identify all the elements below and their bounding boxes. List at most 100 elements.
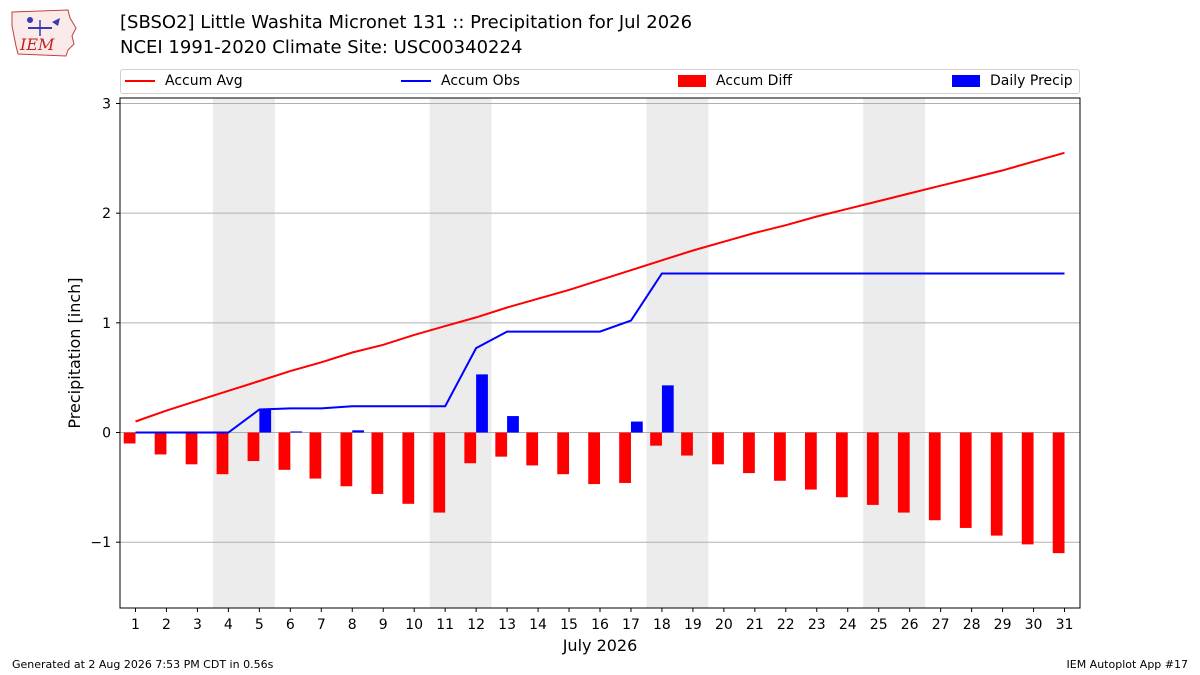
x-tick-label: 22 [777,617,795,633]
accum-diff-bar [805,432,817,490]
legend-item-accum-avg: Accum Avg [125,73,243,89]
accum-diff-bar [371,432,384,494]
accum-diff-bar [990,432,1003,536]
x-tick-label: 2 [162,617,171,633]
weekend-shade [212,98,275,608]
x-tick-label: 17 [622,617,640,633]
accum-diff-bar [619,432,631,483]
accum-avg-line [135,151,1065,423]
accum-diff-bar [743,432,755,474]
legend-label: Accum Diff [716,73,793,89]
chart-legend: Accum Avg Accum Obs Accum Diff Daily Pre… [120,69,1080,94]
y-axis-label: Precipitation [inch] [65,277,84,428]
x-tick-label: 6 [286,617,295,633]
y-tick-label: −1 [90,535,111,551]
x-tick-label: 1 [131,617,140,633]
legend-item-accum-obs: Accum Obs [401,73,520,89]
legend-label: Accum Obs [441,73,520,89]
weekend-shade [429,98,492,608]
accum-diff-bar [526,432,539,466]
accum-obs-line [135,272,1065,434]
y-tick-label: 1 [102,316,111,332]
x-tick-label: 20 [715,617,733,633]
y-tick-label: 3 [102,96,111,112]
x-tick-label: 23 [808,617,826,633]
y-tick-label: 2 [102,206,111,222]
daily-precip-bar [259,409,272,433]
accum-diff-bar [866,432,879,505]
legend-item-daily-precip: Daily Precip [952,73,1073,89]
accum-diff-bar [340,432,353,487]
x-tick-label: 8 [348,617,357,633]
x-tick-label: 5 [255,617,264,633]
x-tick-label: 10 [405,617,423,633]
x-tick-label: 16 [591,617,609,633]
legend-item-accum-diff: Accum Diff [678,73,792,89]
x-tick-label: 12 [467,617,485,633]
x-tick-label: 19 [684,617,702,633]
legend-label: Accum Avg [165,73,243,89]
x-tick-label: 26 [901,617,919,633]
accum-diff-bar [464,432,477,464]
chart-subtitle: NCEI 1991-2020 Climate Site: USC00340224 [120,37,523,58]
x-tick-label: 31 [1056,617,1074,633]
x-tick-label: 7 [317,617,326,633]
accum-diff-bar [402,432,415,504]
weekend-shade [863,98,926,608]
x-tick-label: 29 [994,617,1012,633]
daily-precip-bar [476,374,488,433]
legend-label: Daily Precip [990,73,1073,89]
accum-diff-bar [278,432,291,470]
accum-diff-bar [557,432,570,475]
daily-precip-bar [290,431,303,433]
accum-diff-bar [495,432,508,457]
logo-text: IEM [19,35,55,54]
accum-diff-bar [185,432,198,465]
accum-diff-bar [774,432,786,481]
daily-precip-bar [661,385,674,433]
iem-logo: IEM [8,6,80,62]
x-tick-label: 25 [870,617,888,633]
x-tick-label: 15 [560,617,578,633]
legend-swatch [952,75,980,87]
x-tick-label: 13 [498,617,516,633]
legend-swatch [401,80,431,82]
x-tick-label: 11 [436,617,454,633]
accum-diff-bar [681,432,693,456]
accum-diff-bar [897,432,910,513]
x-tick-label: 27 [932,617,950,633]
x-tick-label: 4 [224,617,233,633]
x-tick-label: 21 [746,617,764,633]
x-tick-label: 14 [529,617,547,633]
daily-precip-bar [630,421,643,433]
app-credit: IEM Autoplot App #17 [1066,658,1189,671]
accum-diff-bar [216,432,229,475]
chart-title: [SBSO2] Little Washita Micronet 131 :: P… [120,12,693,33]
x-tick-label: 9 [379,617,388,633]
accum-diff-bar [1021,432,1034,545]
x-tick-label: 3 [193,617,202,633]
accum-diff-bar [835,432,848,498]
iowa-state-outline-icon: IEM [11,9,77,57]
x-tick-label: 24 [839,617,857,633]
accum-diff-bar [309,432,322,479]
accum-diff-bar [588,432,600,485]
x-tick-label: 18 [653,617,671,633]
weekend-shade [646,98,709,608]
daily-precip-bar [507,416,519,433]
accum-diff-bar [650,432,662,446]
x-axis-label: July 2026 [562,636,638,655]
accum-diff-bar [712,432,724,465]
y-tick-label: 0 [102,426,111,442]
accum-diff-bar [123,432,136,444]
daily-precip-bar [352,430,365,433]
x-tick-label: 28 [963,617,981,633]
accum-diff-bar [1052,432,1065,554]
legend-swatch [678,75,706,87]
x-tick-label: 30 [1025,617,1043,633]
legend-swatch [125,80,155,82]
accum-diff-bar [247,432,260,462]
accum-diff-bar [959,432,972,528]
accum-diff-bar [433,432,446,513]
